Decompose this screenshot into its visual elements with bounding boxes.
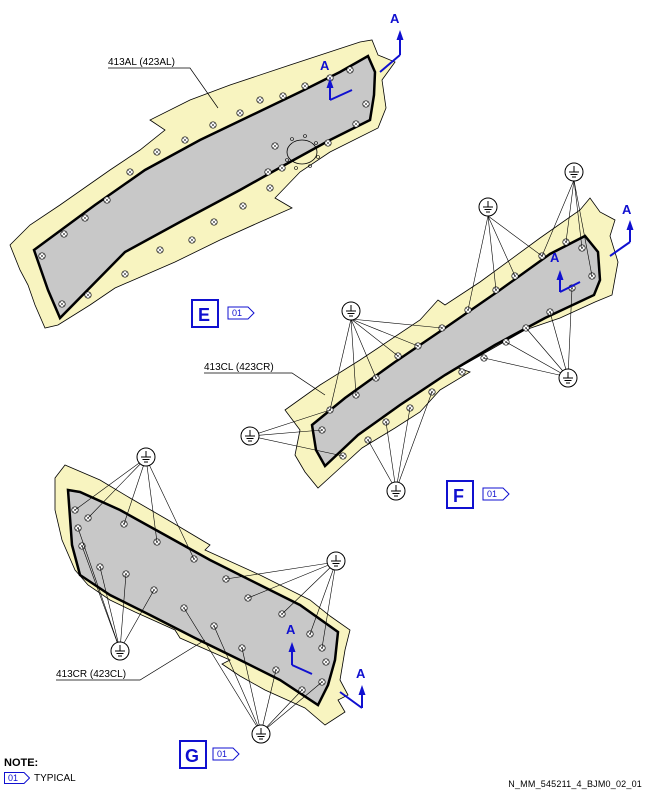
panel-g-leader (56, 639, 206, 681)
panel-f-section-arrow-inner: A (550, 250, 581, 293)
svg-text:01: 01 (232, 308, 242, 318)
figure-id: N_MM_545211_4_BJM0_02_01 (508, 779, 642, 789)
view-f-letter: F (453, 486, 464, 506)
panel-g-part-label: 413CR (423CL) (56, 669, 126, 680)
ground-icon (341, 301, 361, 321)
svg-text:A: A (320, 58, 330, 73)
svg-text:01: 01 (217, 749, 227, 759)
panel-f-plate (310, 234, 602, 469)
panel-g-plate (66, 488, 340, 707)
view-e-letter: E (198, 305, 210, 325)
panel-e-hole-bolts (285, 134, 320, 170)
view-e-box (191, 299, 219, 328)
panel-f-section-arrow-outer: A (609, 202, 634, 257)
note-heading: NOTE: (4, 757, 39, 769)
ground-icon (251, 724, 271, 744)
note-row: 01 TYPICAL (4, 771, 76, 785)
ground-icon (564, 162, 584, 182)
view-e-tag: 01 (227, 306, 255, 320)
panel-e-plate (32, 54, 377, 321)
svg-text:A: A (390, 11, 400, 26)
view-g-box (179, 740, 207, 769)
svg-text:A: A (622, 202, 632, 217)
view-f-box (446, 480, 474, 509)
panel-g-section-arrow-inner: A (286, 622, 313, 675)
view-g-tag: 01 (212, 747, 240, 761)
panel-f: 413CL (423CR) A A F 01 (204, 162, 634, 509)
panel-e-section-arrow-inner: A (320, 58, 353, 101)
panel-e-leader (108, 67, 219, 109)
panel-f-part-label: 413CL (423CR) (204, 362, 274, 373)
panel-g-section-arrow-outer: A (339, 666, 366, 709)
ground-icon (478, 197, 498, 217)
panel-g: 413CR (423CL) A A G 01 (54, 447, 366, 769)
svg-text:A: A (356, 666, 366, 681)
panel-f-bond-wires (249, 179, 593, 491)
ground-icon (110, 641, 130, 661)
ground-icon (558, 368, 578, 388)
note-tag: 01 (4, 772, 30, 784)
svg-text:A: A (550, 250, 560, 265)
panel-g-bond-wires (74, 457, 337, 734)
view-g-letter: G (185, 746, 199, 766)
panel-e-part-label: 413AL (423AL) (108, 57, 175, 68)
ground-icon (240, 426, 260, 446)
ground-icon (136, 447, 156, 467)
panel-e-section-arrow-outer: A (379, 11, 404, 73)
svg-text:01: 01 (487, 489, 497, 499)
ground-icon (326, 551, 346, 571)
svg-text:A: A (286, 622, 296, 637)
panel-e: 413AL (423AL) A A E 01 (9, 11, 404, 329)
panel-f-leader (204, 372, 326, 396)
panel-e-access-hole (286, 139, 318, 165)
view-f-tag: 01 (482, 487, 510, 501)
note-text: TYPICAL (34, 772, 76, 784)
ground-icon (386, 481, 406, 501)
